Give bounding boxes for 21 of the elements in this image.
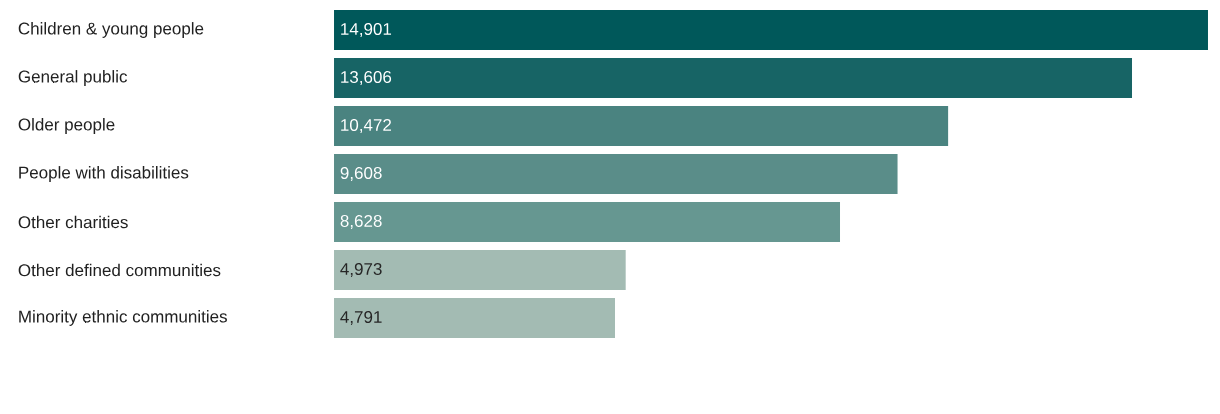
- y-tick-label: Other defined communities: [18, 263, 221, 277]
- bar: [334, 201, 841, 242]
- y-tick-label: General public: [18, 70, 128, 86]
- y-tick-label: People with disabilities: [19, 166, 189, 182]
- bar: [334, 58, 1133, 98]
- bar: [334, 249, 626, 290]
- y-tick-label: Older people: [18, 118, 115, 134]
- data-label: 4,791: [340, 310, 382, 326]
- data-label: 10,472: [341, 118, 391, 134]
- data-label: 4,973: [340, 262, 382, 278]
- data-label: 13,606: [341, 70, 392, 86]
- bar: [334, 297, 616, 338]
- bar: [334, 154, 898, 194]
- y-tick-label: Other charities: [18, 215, 128, 229]
- y-tick-label: Children & young people: [18, 22, 204, 38]
- data-label: 9,608: [340, 166, 382, 182]
- data-label: 14,901: [341, 22, 392, 38]
- data-label: 8,628: [340, 214, 382, 230]
- bar: [334, 106, 949, 146]
- bar: [334, 10, 1208, 50]
- y-tick-label: Minority ethnic communities: [19, 310, 227, 326]
